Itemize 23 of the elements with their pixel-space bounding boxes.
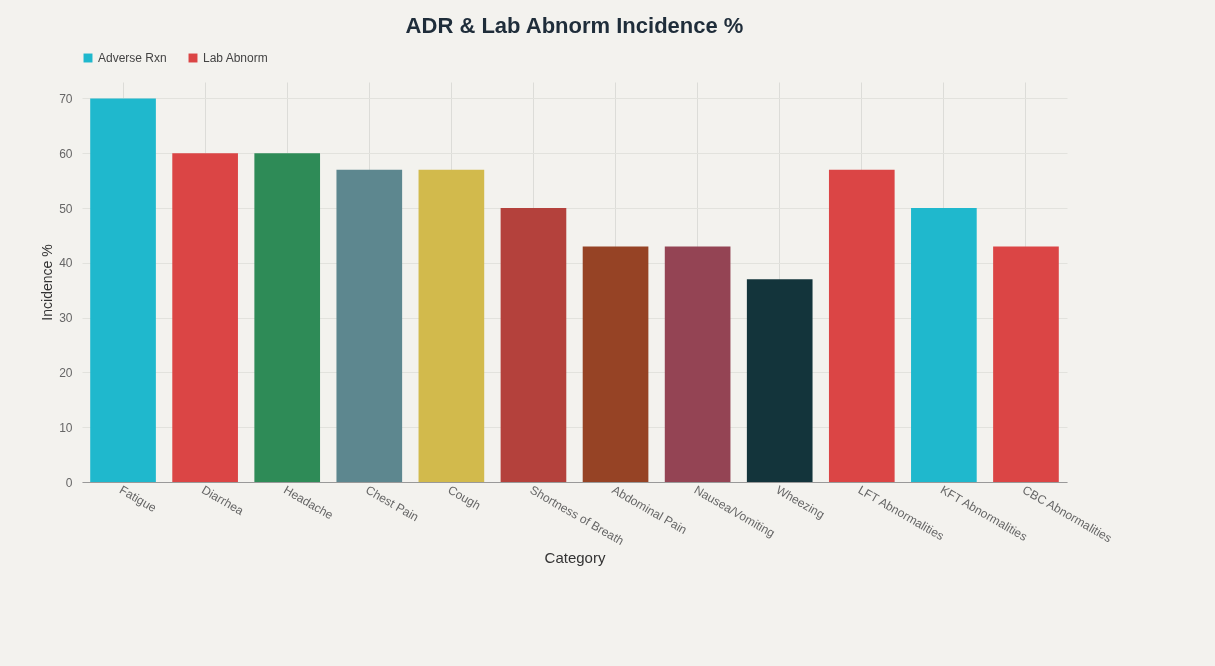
y-tick-label: 10 — [59, 420, 73, 435]
bar — [418, 169, 485, 482]
y-tick-label: 30 — [59, 311, 73, 326]
legend-label: Lab Abnorm — [203, 51, 268, 65]
y-tick-label: 60 — [59, 146, 73, 161]
x-axis-title: Category — [544, 549, 606, 567]
bar — [254, 153, 321, 482]
y-tick-label: 20 — [59, 365, 73, 380]
legend-label: Adverse Rxn — [98, 51, 167, 65]
bar — [828, 169, 895, 482]
y-tick-label: 0 — [65, 475, 73, 490]
y-tick-label: 50 — [59, 201, 73, 216]
bar — [664, 246, 731, 482]
bar — [993, 246, 1059, 482]
bar — [90, 98, 156, 482]
y-tick-label: 40 — [59, 256, 73, 271]
bar — [500, 208, 567, 482]
chart-title: ADR & Lab Abnorm Incidence % — [405, 13, 744, 38]
y-tick-label: 70 — [59, 91, 73, 106]
bar — [582, 246, 649, 482]
bar — [336, 169, 403, 482]
y-axis-title: Incidence % — [39, 244, 56, 321]
bar — [746, 279, 813, 482]
